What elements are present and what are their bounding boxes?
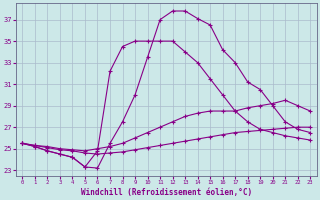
X-axis label: Windchill (Refroidissement éolien,°C): Windchill (Refroidissement éolien,°C)	[81, 188, 252, 197]
